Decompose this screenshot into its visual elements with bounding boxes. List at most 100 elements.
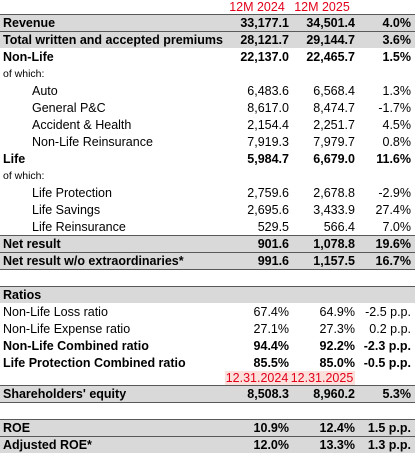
value-cell: 6,679.0 [313,151,355,166]
value-cell: 12.4% [319,421,355,435]
value-cell: 2,695.6 [247,202,289,217]
spacer [0,402,415,419]
value-cell: 566.4 [323,219,355,234]
spacer [0,269,415,286]
value-cell: 2,678.8 [313,185,355,200]
value-cell: 2,759.6 [247,185,289,200]
value-cell: 16.7% [375,254,411,268]
row-label: Life [3,151,26,166]
value-cell: 92.2% [319,338,355,353]
row-label: Life Savings [32,202,101,217]
value-cell: 2,154.4 [247,117,289,132]
table-row: Net result w/o extraordinaries* 991.6 1,15… [0,252,415,269]
value-cell: 34,501.4 [306,16,355,30]
row-label: Total written and accepted premiums [3,33,223,47]
value-cell: -1.7% [378,100,411,115]
row-label: ROE [3,421,31,435]
value-cell: 901.6 [257,237,289,251]
value-cell: 67.4% [253,304,289,319]
row-label: Life Protection Combined ratio [3,355,186,370]
row-label: Auto [32,83,58,98]
table-row: Life Protection Combined ratio 85.5% 85.0%… [0,354,415,371]
row-label: Non-Life Reinsurance [32,134,153,149]
value-cell: 8,508.3 [247,387,289,401]
table-row: Non-Life 22,137.0 22,465.7 1.5% [0,48,415,65]
value-cell: 10.9% [253,421,289,435]
row-label: Non-Life Loss ratio [3,304,108,319]
table-row: Non-Life Reinsurance 7,919.3 7,979.7 0.8% [0,133,415,150]
value-cell: -2.3 p.p. [363,338,411,353]
row-label: Non-Life [3,49,54,64]
value-cell: 4.0% [382,16,412,30]
value-cell: 11.6% [376,151,411,166]
row-label: Net result [3,237,61,251]
value-cell: 7.0% [382,219,412,234]
value-cell: -2.5 p.p. [365,304,411,319]
value-cell: 94.4% [253,338,289,353]
table-row: 12.31.2024 12.31.2025 [0,371,415,385]
row-label: Adjusted ROE* [3,438,92,452]
value-cell: 27.4% [375,202,411,217]
value-cell: 5.3% [382,387,412,401]
value-cell: 5,984.7 [247,151,289,166]
column-header: 12M 2025 [294,0,350,14]
column-header: 12M 2024 [229,0,285,14]
row-label: Life Protection [32,185,112,200]
table-row: Non-Life Expense ratio 27.1% 27.3% 0.2 p.p. [0,320,415,337]
value-cell: 2,251.7 [313,117,355,132]
value-cell: -0.5 p.p. [363,355,411,370]
value-cell: 4.5% [382,117,412,132]
value-cell: 3.6% [382,33,412,47]
section-title: Ratios [3,288,42,302]
table-row: Shareholders' equity 8,508.3 8,960.2 5.3% [0,385,415,402]
table-row: Net result 901.6 1,078.8 19.6% [0,235,415,252]
value-cell: 1.3 p.p. [367,438,411,452]
table-row: Non-Life Combined ratio 94.4% 92.2% -2.3 p.… [0,337,415,354]
table-row: of which: [0,167,415,184]
table-row: Ratios [0,286,415,303]
table-row: Life Savings 2,695.6 3,433.9 27.4% [0,201,415,218]
table-row: Life Protection 2,759.6 2,678.8 -2.9% [0,184,415,201]
row-label: Life Reinsurance [32,219,126,234]
table-row: Life Reinsurance 529.5 566.4 7.0% [0,218,415,235]
row-label: Net result w/o extraordinaries* [3,254,184,268]
value-cell: 85.5% [253,355,289,370]
row-label: Non-Life Expense ratio [3,321,131,336]
value-cell: 22,465.7 [306,49,355,64]
value-cell: 991.6 [257,254,289,268]
value-cell: 22,137.0 [240,49,289,64]
value-cell: 27.1% [253,321,289,336]
value-cell: 1.5 p.p. [367,421,411,435]
value-cell: 6,483.6 [247,83,289,98]
value-cell: 6,568.4 [313,83,355,98]
value-cell: 529.5 [257,219,289,234]
value-cell: 8,474.7 [313,100,355,115]
row-label: Non-Life Combined ratio [3,338,149,353]
value-cell: 7,919.3 [247,134,289,149]
value-cell: 8,960.2 [313,387,355,401]
table-row: Auto 6,483.6 6,568.4 1.3% [0,82,415,99]
value-cell: 1,157.5 [313,254,355,268]
value-cell: 8,617.0 [247,100,289,115]
row-label: Revenue [3,16,56,30]
value-cell: 13.3% [319,438,355,452]
column-header: 12.31.2025 [289,371,355,385]
value-cell: 0.8% [382,134,412,149]
value-cell: 1,078.8 [313,237,355,251]
table-row: Adjusted ROE* 12.0% 13.3% 1.3 p.p. [0,436,415,453]
table-row: 12M 2024 12M 2025 [0,0,415,14]
value-cell: 29,144.7 [306,33,355,47]
value-cell: -2.9% [378,185,411,200]
table-row: Total written and accepted premiums 28,12… [0,31,415,48]
row-label: Shareholders' equity [3,387,127,401]
table-row: Accident & Health 2,154.4 2,251.7 4.5% [0,116,415,133]
row-label: of which: [3,169,45,182]
value-cell: 28,121.7 [240,33,289,47]
table-row: Non-Life Loss ratio 67.4% 64.9% -2.5 p.p. [0,303,415,320]
value-cell: 33,177.1 [240,16,289,30]
value-cell: 1.3% [382,83,412,98]
value-cell: 85.0% [319,355,355,370]
table-row: Life 5,984.7 6,679.0 11.6% [0,150,415,167]
value-cell: 3,433.9 [313,202,355,217]
